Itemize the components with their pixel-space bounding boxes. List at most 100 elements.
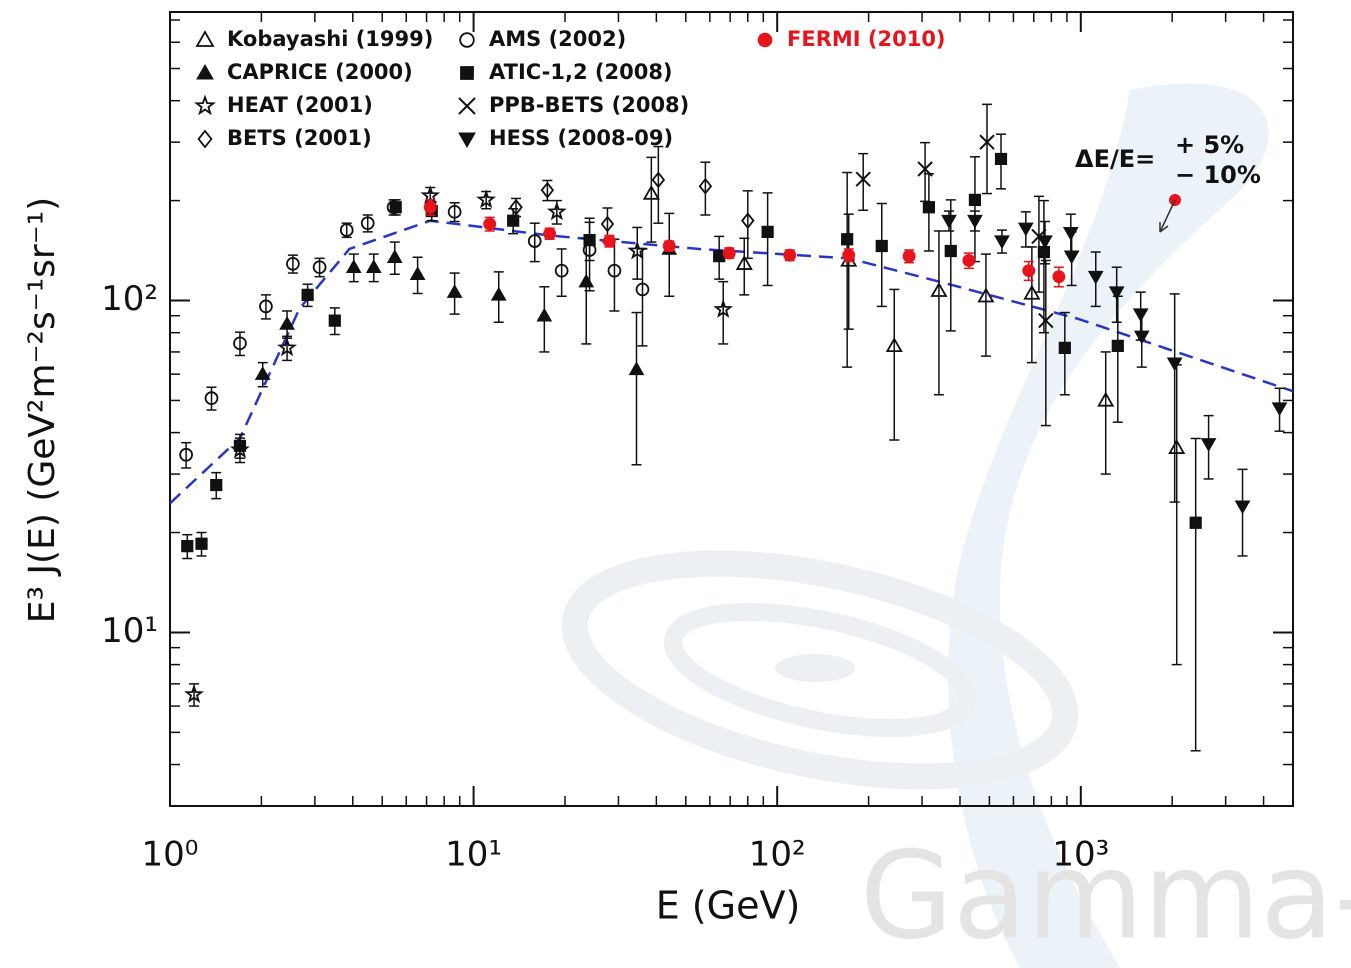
legend-marker: [458, 132, 476, 149]
marker: [917, 161, 933, 177]
legend-marker: [459, 32, 475, 48]
marker: [1087, 270, 1104, 285]
marker: [554, 263, 569, 278]
marker: [941, 214, 957, 229]
y-tick-label: 10²: [101, 279, 158, 319]
marker: [698, 177, 713, 195]
logo-ring: [663, 602, 977, 738]
marker: [233, 439, 247, 452]
marker: [1037, 245, 1051, 259]
marker: [210, 478, 223, 492]
marker: [420, 185, 441, 205]
legend-label: BETS (2001): [227, 126, 372, 150]
marker: [741, 212, 755, 230]
x-tick-label: 10³: [1052, 835, 1109, 875]
marker: [286, 256, 300, 271]
marker: [423, 200, 437, 214]
marker: [546, 201, 567, 221]
marker: [254, 366, 271, 380]
legend-marker: [195, 30, 215, 47]
marker: [994, 152, 1008, 166]
marker: [446, 284, 463, 298]
marker: [509, 198, 523, 216]
marker: [1058, 341, 1071, 354]
marker: [841, 233, 854, 246]
legend-marker: [194, 94, 216, 116]
marker: [1062, 227, 1079, 241]
legend-marker: [196, 63, 214, 80]
legend-marker: [460, 66, 474, 80]
marker: [543, 227, 557, 241]
marker: [635, 282, 650, 297]
marker: [662, 239, 676, 253]
marker: [328, 314, 341, 327]
marker: [312, 260, 327, 275]
marker: [722, 246, 736, 260]
marker: [1200, 438, 1217, 452]
marker: [279, 315, 295, 330]
marker: [967, 214, 983, 229]
legend-marker: [197, 129, 213, 149]
marker: [1108, 286, 1125, 301]
marker: [527, 234, 542, 248]
marker: [607, 263, 622, 278]
marker: [977, 287, 995, 303]
marker: [447, 204, 462, 219]
marker: [600, 215, 615, 233]
marker: [628, 361, 645, 376]
marker: [1038, 312, 1054, 329]
legend-label: AMS (2002): [489, 27, 626, 51]
legend-label: HEAT (2001): [227, 93, 373, 117]
marker: [842, 248, 856, 262]
legend-label: PPB-BETS (2008): [489, 93, 689, 117]
background-logo: [561, 83, 1269, 968]
x-tick-label: 10¹: [445, 835, 502, 875]
logo-core: [775, 654, 855, 682]
marker: [922, 201, 935, 214]
annotation-arrow: [1159, 199, 1176, 233]
marker: [507, 214, 520, 227]
legend-label: FERMI (2010): [787, 27, 946, 51]
marker: [389, 201, 402, 214]
marker: [1097, 391, 1115, 407]
marker: [1166, 357, 1183, 372]
annotation: ΔE/E=: [1075, 145, 1155, 173]
marker: [1111, 339, 1124, 352]
marker: [578, 273, 595, 288]
marker: [1271, 402, 1288, 417]
marker: [1133, 330, 1150, 345]
y-axis-label: E³ J(E) (GeV²m⁻²s⁻¹sr⁻¹): [22, 197, 63, 623]
legend-marker: [757, 32, 773, 48]
marker: [277, 337, 297, 357]
marker: [339, 223, 354, 237]
x-tick-label: 10⁰: [142, 835, 199, 875]
plot-frame: [169, 11, 1294, 807]
marker: [735, 254, 753, 270]
marker: [184, 684, 204, 703]
marker: [642, 184, 660, 200]
legend-label: ATIC-1,2 (2008): [489, 60, 673, 84]
marker: [536, 307, 553, 322]
marker: [233, 336, 247, 351]
marker: [1052, 270, 1066, 284]
x-axis-label: E (GeV): [656, 884, 801, 928]
marker: [994, 235, 1010, 250]
marker: [1132, 308, 1149, 323]
marker: [944, 244, 957, 258]
marker: [540, 181, 555, 199]
legend-marker: [458, 97, 476, 115]
marker: [409, 266, 426, 280]
marker: [979, 134, 995, 150]
marker: [345, 259, 362, 273]
x-tick-label: 10²: [749, 835, 806, 875]
marker: [195, 537, 208, 550]
marker: [962, 254, 976, 267]
marker: [476, 189, 496, 209]
marker: [583, 234, 596, 247]
marker: [885, 337, 903, 353]
logo-swoosh: [948, 83, 1269, 968]
marker: [179, 447, 193, 462]
plot-area: [170, 103, 1293, 752]
model-curve: [170, 219, 1293, 505]
